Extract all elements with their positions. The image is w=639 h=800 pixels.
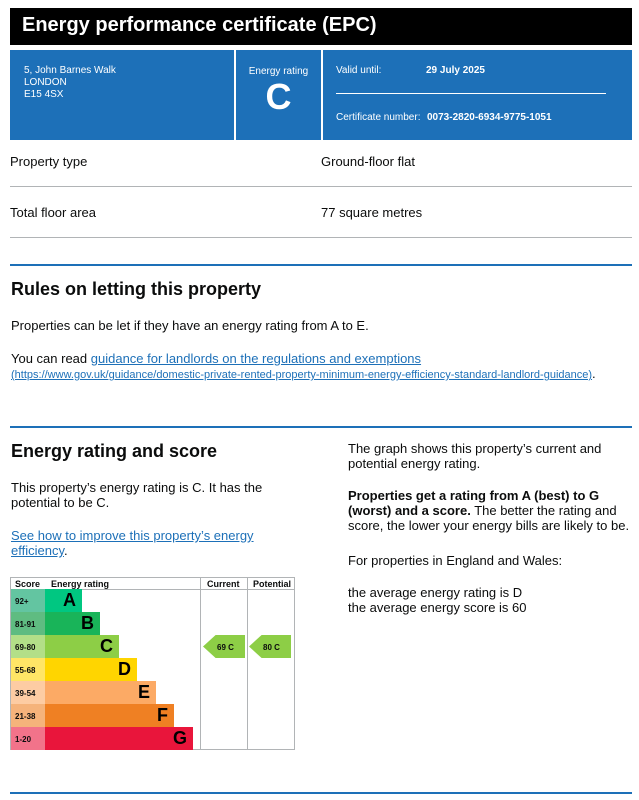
- certificate-number-value: 0073-2820-6934-9775-1051: [427, 112, 552, 123]
- band-letter-C: C: [100, 636, 113, 656]
- column-divider: [200, 578, 201, 749]
- band-score-C: 69-80: [11, 635, 45, 658]
- energy-rating-label: Energy rating: [248, 66, 309, 77]
- divider: [336, 93, 606, 94]
- text: You can read: [11, 351, 91, 366]
- text: .: [592, 366, 596, 381]
- section-divider: [10, 426, 632, 428]
- page-title: Energy performance certificate (EPC): [10, 8, 632, 45]
- england-wales-text: For properties in England and Wales:: [348, 553, 563, 568]
- header-potential: Potential: [253, 579, 292, 589]
- address-panel: 5, John Barnes Walk LONDON E15 4SX: [10, 50, 234, 140]
- section-divider: [10, 264, 632, 266]
- potential-rating-arrow: 80 C: [249, 635, 291, 658]
- rating-heading: Energy rating and score: [11, 441, 218, 461]
- energy-rating-panel: Energy rating C: [236, 50, 321, 140]
- band-bar-C: C: [45, 635, 119, 658]
- guidance-url-link[interactable]: (https://www.gov.uk/guidance/domestic-pr…: [11, 369, 593, 381]
- text: The better the rating and score, the low…: [348, 503, 630, 533]
- graph-description: The graph shows this property’s current …: [348, 441, 602, 471]
- energy-rating-chart: Score Energy rating Current Potential 92…: [10, 577, 295, 750]
- band-bar-D: D: [45, 658, 137, 681]
- improve-link[interactable]: See how to improve this property’s energ…: [11, 528, 254, 558]
- current-rating-arrow: 69 C: [203, 635, 245, 658]
- valid-until-label: Valid until:: [336, 65, 382, 76]
- header-current: Current: [207, 579, 240, 589]
- letting-heading: Rules on letting this property: [11, 279, 262, 299]
- energy-rating-value: C: [265, 76, 292, 117]
- average-score: the average energy score is 60: [348, 600, 527, 615]
- band-letter-A: A: [63, 590, 76, 610]
- bold-text: Properties get a rating from A (best) to…: [348, 488, 600, 518]
- property-type-row: Property type Ground-floor flat: [10, 154, 632, 187]
- band-score-A: 92+: [11, 589, 45, 612]
- band-score-D: 55-68: [11, 658, 45, 681]
- address-line2: LONDON: [24, 77, 67, 88]
- header-energy-rating: Energy rating: [51, 579, 110, 589]
- property-type-value: Ground-floor flat: [321, 154, 415, 169]
- guidance-link[interactable]: guidance for landlords on the regulation…: [90, 351, 422, 366]
- rating-explanation: Properties get a rating from A (best) to…: [348, 488, 636, 533]
- section-divider: [10, 792, 632, 794]
- floor-area-value: 77 square metres: [321, 205, 423, 220]
- certificate-panel: Valid until: 29 July 2025 Certificate nu…: [323, 50, 632, 140]
- header-divider: [11, 589, 294, 590]
- property-type-label: Property type: [10, 154, 88, 169]
- band-bar-G: G: [45, 727, 193, 750]
- band-letter-G: G: [172, 728, 187, 748]
- band-bar-B: B: [45, 612, 100, 635]
- address-line1: 5, John Barnes Walk: [24, 65, 116, 76]
- band-letter-D: D: [118, 659, 131, 679]
- header-score: Score: [15, 579, 41, 589]
- band-score-F: 21-38: [11, 704, 45, 727]
- improve-paragraph: See how to improve this property’s energ…: [11, 528, 271, 558]
- band-bar-F: F: [45, 704, 174, 727]
- band-letter-B: B: [81, 613, 94, 633]
- band-bar-E: E: [45, 681, 156, 704]
- band-letter-F: F: [157, 705, 168, 725]
- address-line3: E15 4SX: [24, 89, 64, 100]
- valid-until-value: 29 July 2025: [426, 65, 485, 76]
- certificate-number-label: Certificate number:: [336, 112, 421, 123]
- letting-guidance: You can read guidance for landlords on t…: [11, 351, 601, 383]
- floor-area-row: Total floor area 77 square metres: [10, 205, 632, 238]
- letting-text: Properties can be let if they have an en…: [11, 318, 369, 333]
- rating-text: This property’s energy rating is C. It h…: [11, 480, 263, 510]
- floor-area-label: Total floor area: [10, 205, 96, 220]
- column-divider: [247, 578, 248, 749]
- text: .: [64, 543, 68, 558]
- band-score-B: 81-91: [11, 612, 45, 635]
- average-rating: the average energy rating is D: [348, 585, 523, 600]
- band-score-E: 39-54: [11, 681, 45, 704]
- band-bar-A: A: [45, 589, 82, 612]
- band-letter-E: E: [137, 682, 150, 702]
- band-score-G: 1-20: [11, 727, 45, 750]
